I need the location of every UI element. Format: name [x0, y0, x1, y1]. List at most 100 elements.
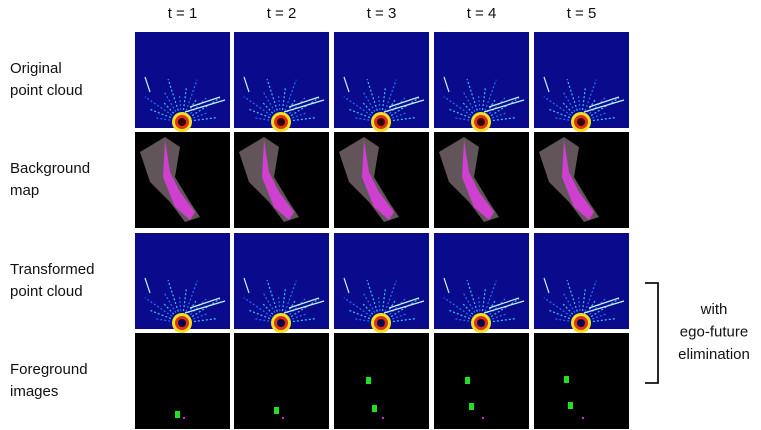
ray — [181, 280, 198, 324]
ray — [181, 298, 221, 324]
ring — [377, 319, 385, 327]
ray — [543, 96, 582, 123]
ray — [580, 280, 597, 324]
point-cloud — [135, 32, 230, 128]
object-dot — [482, 417, 484, 419]
panel — [234, 233, 329, 333]
ring — [178, 319, 186, 327]
ray — [243, 297, 282, 324]
structure — [243, 76, 325, 113]
point-cloud — [434, 32, 529, 128]
point-cloud — [135, 233, 230, 329]
panel — [334, 32, 429, 132]
object-box — [366, 377, 371, 384]
object-box — [469, 403, 474, 410]
panel — [534, 233, 629, 333]
column-header: t = 1 — [168, 5, 198, 22]
ray — [366, 79, 382, 123]
map-road — [163, 140, 195, 220]
structure — [443, 76, 525, 113]
panel — [135, 132, 230, 228]
point-cloud — [334, 233, 429, 329]
structure — [343, 76, 425, 113]
object-box — [465, 377, 470, 384]
ray — [480, 97, 520, 123]
ray — [380, 280, 397, 324]
ray — [280, 280, 297, 324]
ray — [580, 298, 620, 324]
ray — [280, 79, 297, 123]
ring — [477, 319, 485, 327]
bracket-label: ego-future — [680, 323, 748, 340]
foreground — [234, 333, 329, 429]
ray — [480, 79, 497, 123]
column-header: t = 4 — [467, 5, 497, 22]
map-road — [562, 140, 594, 220]
panel — [434, 132, 529, 228]
panel — [434, 32, 529, 132]
ray — [144, 297, 183, 324]
row-label: images — [10, 383, 58, 400]
row-label: Transformed — [10, 261, 94, 278]
structure — [543, 277, 625, 314]
panel — [135, 233, 230, 333]
panel — [534, 132, 629, 228]
panel — [434, 233, 529, 333]
panel — [234, 32, 329, 132]
ray — [466, 280, 482, 324]
foreground — [434, 333, 529, 429]
point-cloud — [534, 233, 629, 329]
ring — [277, 118, 285, 126]
ray — [443, 297, 482, 324]
ray — [144, 96, 183, 123]
ray — [466, 79, 482, 123]
ray — [280, 298, 320, 324]
panel — [334, 233, 429, 333]
point-cloud — [234, 233, 329, 329]
row-label: point cloud — [10, 82, 83, 99]
ray — [243, 96, 282, 123]
ray — [343, 96, 382, 123]
ray — [566, 280, 582, 324]
structure — [243, 277, 325, 314]
row-label: Original — [10, 60, 62, 77]
ray — [167, 79, 183, 123]
structure — [443, 277, 525, 314]
row-label: point cloud — [10, 283, 83, 300]
panel — [334, 132, 429, 228]
row-label: map — [10, 182, 39, 199]
object-box — [175, 411, 180, 418]
object-box — [372, 405, 377, 412]
ray — [280, 97, 320, 123]
ray — [366, 280, 382, 324]
structure — [543, 76, 625, 113]
object-box — [274, 407, 279, 414]
panel — [234, 132, 329, 228]
structure — [343, 277, 425, 314]
object-box — [568, 402, 573, 409]
column-header: t = 2 — [267, 5, 297, 22]
ray — [580, 79, 597, 123]
panel — [534, 333, 629, 429]
row-label: Foreground — [10, 361, 88, 378]
object-dot — [582, 417, 584, 419]
ring — [277, 319, 285, 327]
ring — [577, 118, 585, 126]
ray — [566, 79, 582, 123]
row-label: Background — [10, 160, 90, 177]
panel — [334, 333, 429, 429]
ring — [477, 118, 485, 126]
ray — [580, 97, 620, 123]
panel — [135, 333, 230, 429]
panel — [135, 32, 230, 132]
ray — [380, 298, 420, 324]
foreground — [334, 333, 429, 429]
point-cloud — [334, 32, 429, 128]
bracket-label: elimination — [678, 346, 750, 363]
column-header: t = 5 — [567, 5, 597, 22]
point-cloud — [534, 32, 629, 128]
ray — [543, 297, 582, 324]
panel — [234, 333, 329, 429]
map-road — [262, 140, 294, 220]
